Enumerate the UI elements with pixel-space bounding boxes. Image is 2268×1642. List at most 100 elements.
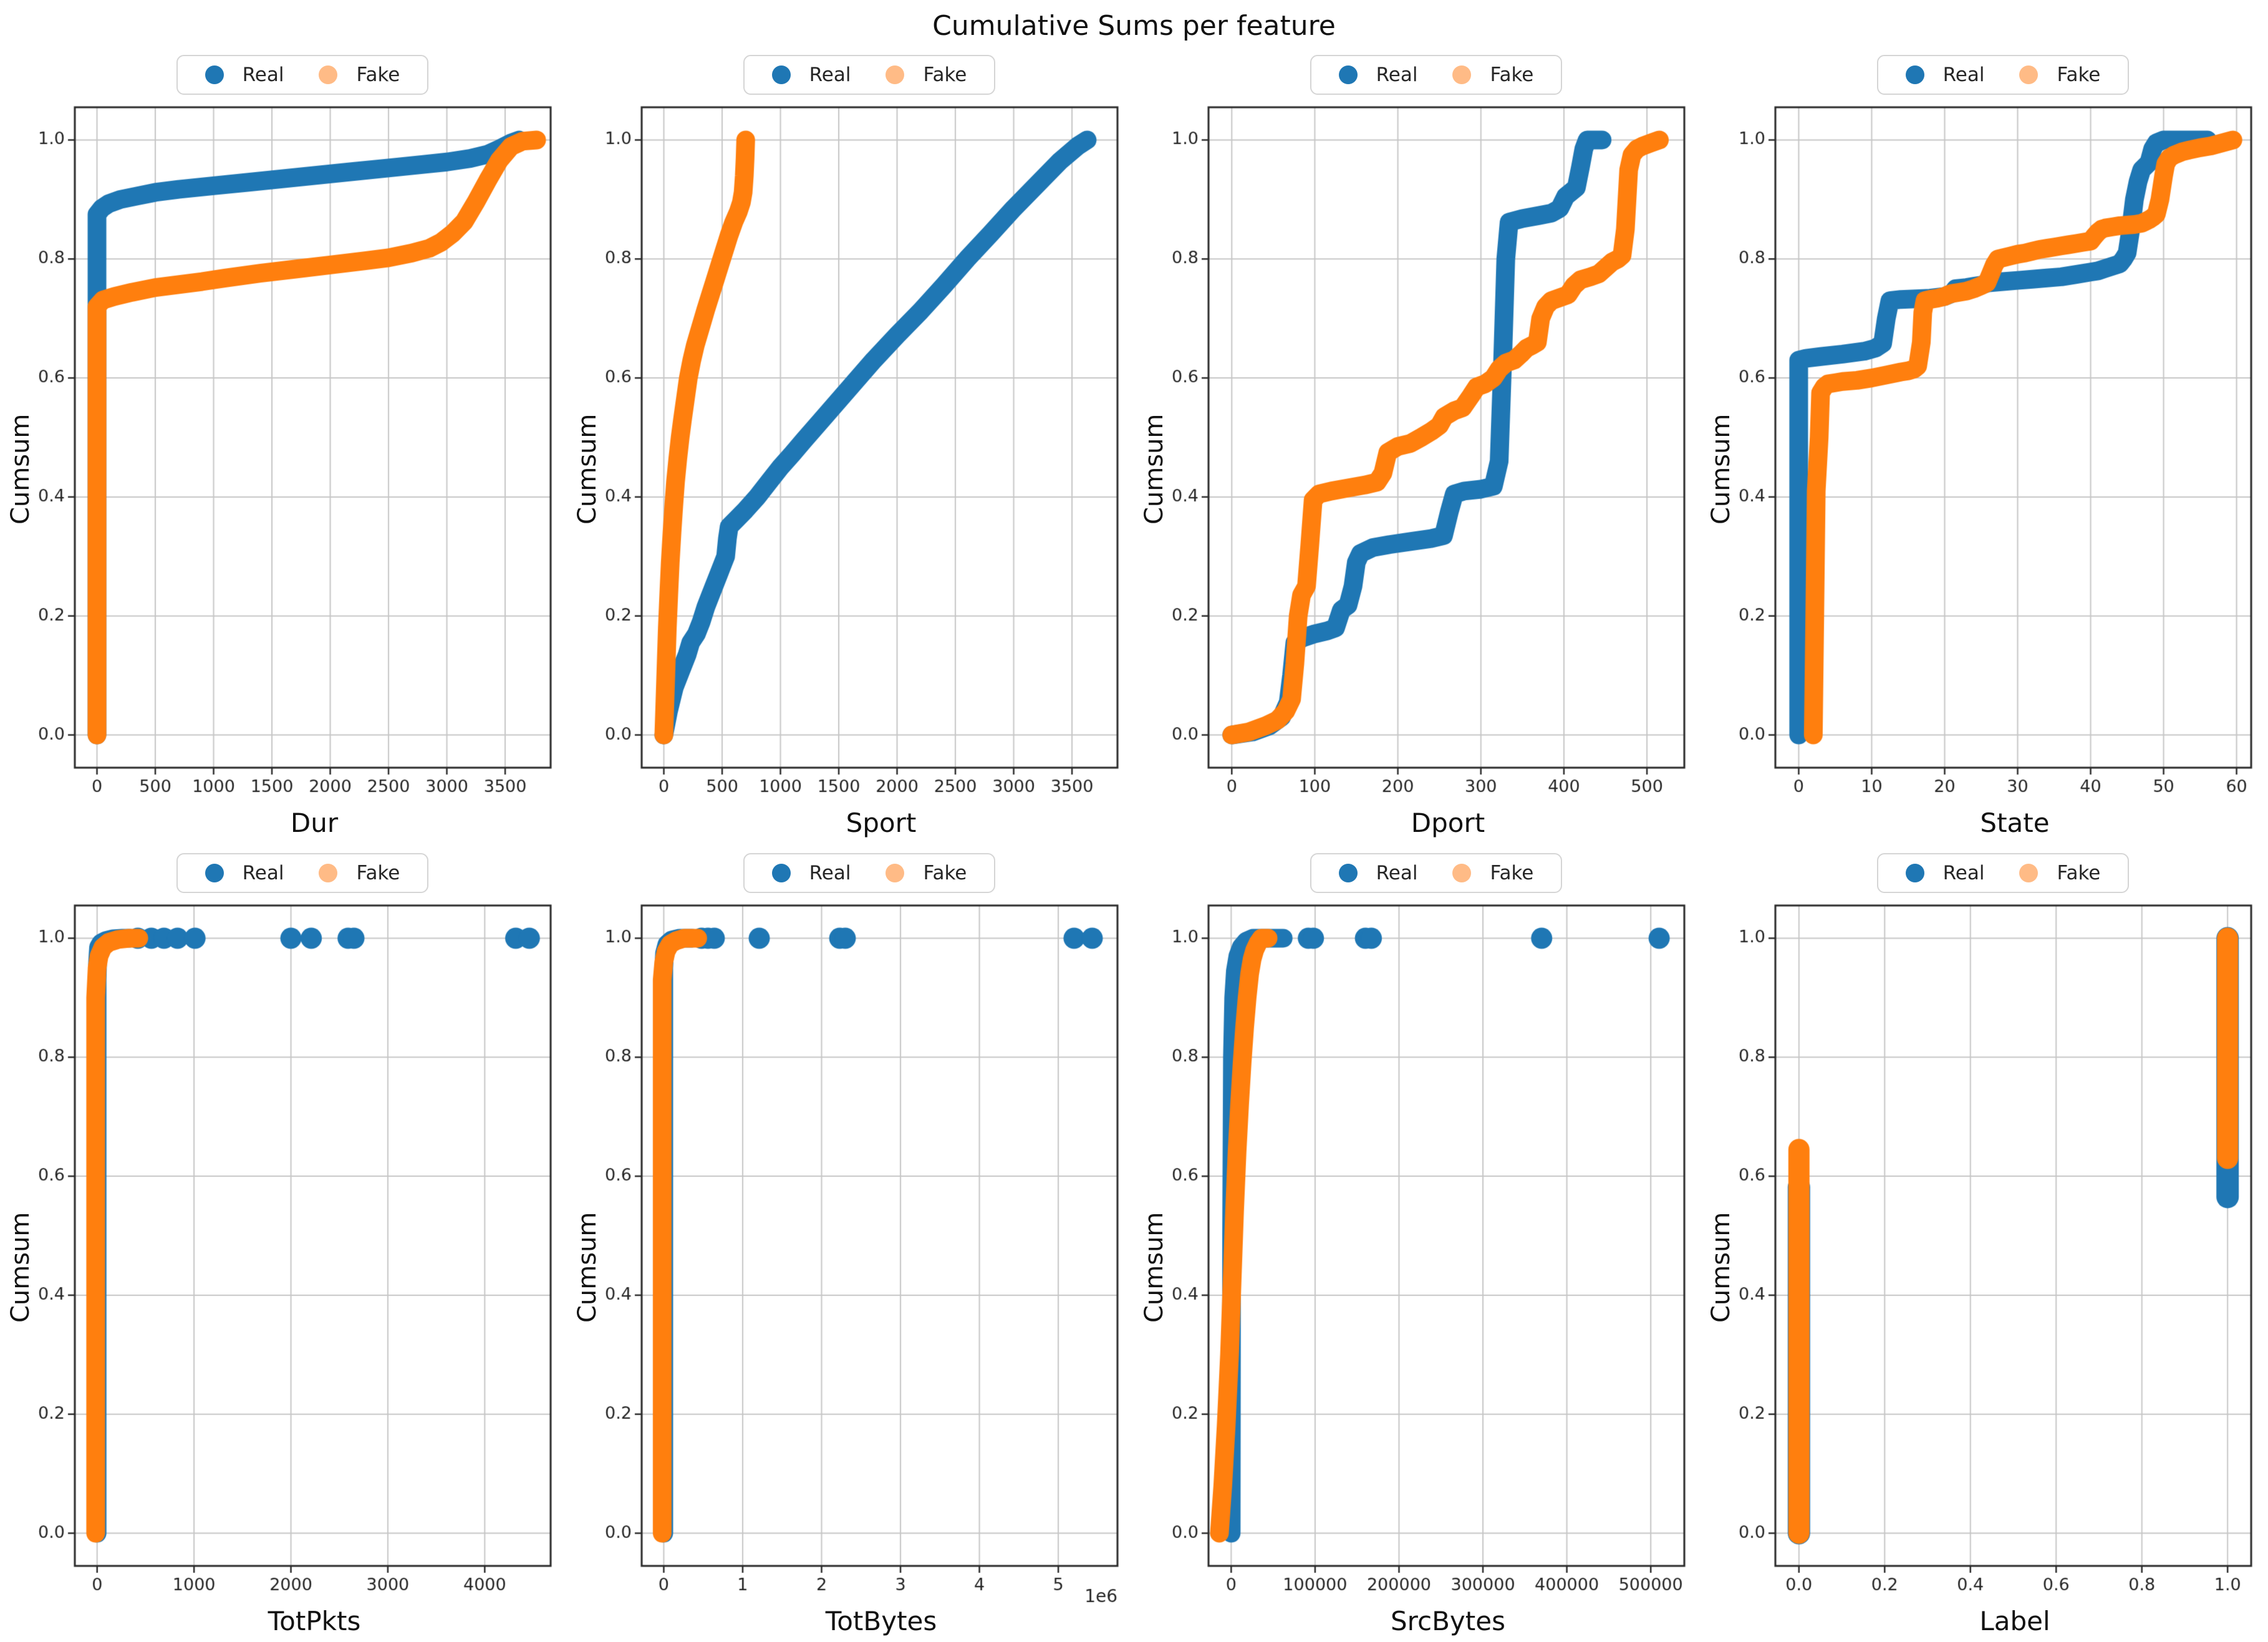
plot-col: Dport: [1168, 100, 1696, 838]
plot-col: TotBytes: [601, 898, 1129, 1636]
legend-label-real: Real: [1376, 64, 1418, 86]
real-marker-icon: [205, 65, 224, 84]
plot-canvas-totbytes: [601, 898, 1129, 1606]
legend-label-fake: Fake: [923, 64, 967, 86]
legend-item-real: Real: [205, 64, 284, 86]
real-marker-icon: [1905, 65, 1924, 84]
legend: Real Fake: [1310, 55, 1563, 95]
legend: Real Fake: [176, 55, 429, 95]
x-axis-label: TotBytes: [825, 1606, 937, 1636]
plot-row: Cumsum TotBytes: [573, 898, 1129, 1636]
plot-canvas-state: [1735, 100, 2262, 808]
legend: Real Fake: [743, 853, 996, 893]
plot-row: Cumsum Dur: [6, 100, 562, 838]
legend-label-real: Real: [1376, 862, 1418, 884]
x-axis-label: Dport: [1411, 808, 1485, 838]
plot-row: Cumsum Label: [1707, 898, 2262, 1636]
subplot-state: Real Fake Cumsum State: [1701, 45, 2268, 843]
y-axis-label: Cumsum: [6, 413, 35, 524]
plot-col: Sport: [601, 100, 1129, 838]
real-marker-icon: [1338, 65, 1358, 84]
y-axis-label: Cumsum: [1139, 413, 1169, 524]
y-axis-label: Cumsum: [1139, 1212, 1169, 1323]
plot-canvas-totpkts: [34, 898, 562, 1606]
legend-item-real: Real: [771, 64, 851, 86]
legend-item-fake: Fake: [885, 64, 967, 86]
plot-canvas-srcbytes: [1168, 898, 1696, 1606]
plot-col: SrcBytes: [1168, 898, 1696, 1636]
subplot-totpkts: Real Fake Cumsum TotPkts: [1, 843, 567, 1641]
legend-item-fake: Fake: [319, 64, 400, 86]
y-axis-label: Cumsum: [572, 413, 602, 524]
legend-label-fake: Fake: [1490, 862, 1534, 884]
fake-marker-icon: [1452, 864, 1472, 882]
legend-item-fake: Fake: [2019, 862, 2100, 884]
legend: Real Fake: [1876, 55, 2130, 95]
subplot-sport: Real Fake Cumsum Sport: [567, 45, 1134, 843]
legend-item-real: Real: [1338, 64, 1418, 86]
legend-label-fake: Fake: [356, 862, 400, 884]
legend-label-fake: Fake: [356, 64, 400, 86]
real-marker-icon: [771, 65, 791, 84]
legend: Real Fake: [176, 853, 429, 893]
fake-marker-icon: [885, 864, 905, 882]
legend-label-real: Real: [809, 862, 851, 884]
fake-marker-icon: [319, 65, 338, 84]
y-axis-label: Cumsum: [1706, 1212, 1735, 1323]
y-axis-label: Cumsum: [6, 1212, 35, 1323]
legend-item-real: Real: [1338, 862, 1418, 884]
legend-label-real: Real: [1942, 862, 1985, 884]
y-axis-label: Cumsum: [1706, 413, 1735, 524]
legend-label-fake: Fake: [923, 862, 967, 884]
x-axis-label: SrcBytes: [1391, 1606, 1505, 1636]
legend-label-fake: Fake: [1490, 64, 1534, 86]
legend-label-real: Real: [809, 64, 851, 86]
legend-item-fake: Fake: [319, 862, 400, 884]
x-axis-label: State: [1980, 808, 2050, 838]
plot-col: Label: [1735, 898, 2262, 1636]
legend: Real Fake: [743, 55, 996, 95]
legend-label-real: Real: [242, 862, 284, 884]
plot-row: Cumsum Sport: [573, 100, 1129, 838]
subplot-grid: Real Fake Cumsum Dur Real Fake Cumsum Sp…: [0, 45, 2268, 1641]
x-axis-label: Dur: [290, 808, 339, 838]
real-marker-icon: [1338, 864, 1358, 882]
plot-canvas-dport: [1168, 100, 1696, 808]
subplot-totbytes: Real Fake Cumsum TotBytes: [567, 843, 1134, 1641]
plot-canvas-sport: [601, 100, 1129, 808]
plot-row: Cumsum TotPkts: [6, 898, 562, 1636]
legend-label-fake: Fake: [2057, 862, 2101, 884]
plot-canvas-label: [1735, 898, 2262, 1606]
legend-item-fake: Fake: [2019, 64, 2100, 86]
subplot-dur: Real Fake Cumsum Dur: [1, 45, 567, 843]
subplot-label: Real Fake Cumsum Label: [1701, 843, 2268, 1641]
legend-label-real: Real: [1942, 64, 1985, 86]
legend-item-real: Real: [1905, 862, 1985, 884]
real-marker-icon: [771, 864, 791, 882]
legend-item-fake: Fake: [1452, 862, 1533, 884]
x-axis-label: TotPkts: [268, 1606, 361, 1636]
plot-col: State: [1735, 100, 2262, 838]
legend-item-real: Real: [1905, 64, 1985, 86]
plot-canvas-dur: [34, 100, 562, 808]
x-axis-label: Label: [1979, 1606, 2050, 1636]
legend: Real Fake: [1310, 853, 1563, 893]
legend-item-fake: Fake: [885, 862, 967, 884]
fake-marker-icon: [2019, 65, 2039, 84]
real-marker-icon: [1905, 864, 1924, 882]
fake-marker-icon: [1452, 65, 1472, 84]
subplot-srcbytes: Real Fake Cumsum SrcBytes: [1134, 843, 1701, 1641]
y-axis-label: Cumsum: [572, 1212, 602, 1323]
plot-row: Cumsum SrcBytes: [1140, 898, 1696, 1636]
legend-label-fake: Fake: [2057, 64, 2101, 86]
subplot-dport: Real Fake Cumsum Dport: [1134, 45, 1701, 843]
legend-item-fake: Fake: [1452, 64, 1533, 86]
fake-marker-icon: [885, 65, 905, 84]
legend-label-real: Real: [242, 64, 284, 86]
fake-marker-icon: [319, 864, 338, 882]
legend-item-real: Real: [205, 862, 284, 884]
real-marker-icon: [205, 864, 224, 882]
plot-row: Cumsum Dport: [1140, 100, 1696, 838]
figure-title: Cumulative Sums per feature: [932, 10, 1336, 42]
legend: Real Fake: [1876, 853, 2130, 893]
